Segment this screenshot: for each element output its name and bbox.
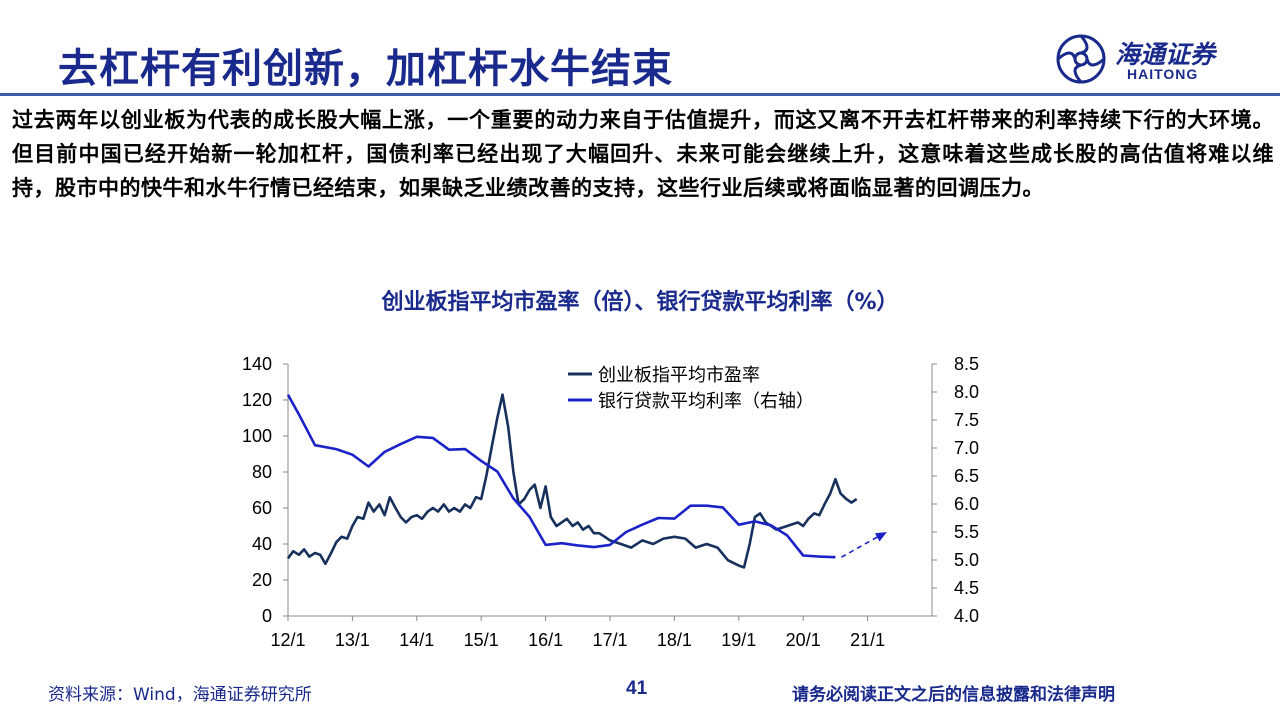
y-left-tick-label: 20: [252, 570, 272, 590]
y-right-tick-label: 8.0: [954, 382, 979, 402]
y-right-tick-label: 7.5: [954, 410, 979, 430]
x-tick-label: 18/1: [657, 630, 692, 650]
y-right-tick-label: 5.0: [954, 550, 979, 570]
x-tick-label: 14/1: [399, 630, 434, 650]
footer-source: 资料来源：Wind，海通证券研究所: [48, 685, 312, 705]
y-left-tick-label: 80: [252, 462, 272, 482]
x-tick-label: 21/1: [850, 630, 885, 650]
slide-title: 去杠杆有利创新，加杠杆水牛结束: [58, 45, 673, 92]
y-right-tick-label: 4.5: [954, 578, 979, 598]
haitong-logo: 海通证券 HAITONG: [1055, 33, 1245, 85]
y-right-tick-label: 8.5: [954, 354, 979, 374]
summary-paragraph: 过去两年以创业板为代表的成长股大幅上涨，一个重要的动力来自于估值提升，而这又离不…: [12, 108, 1274, 200]
x-tick-label: 16/1: [528, 630, 563, 650]
chart-title: 创业板指平均市盈率（倍）、银行贷款平均利率（%）: [381, 290, 899, 315]
x-tick-label: 12/1: [270, 630, 305, 650]
y-right-tick-label: 6.0: [954, 494, 979, 514]
series-line-loan-rate: [286, 394, 836, 559]
footer-disclaimer: 请务必阅读正文之后的信息披露和法律声明: [792, 685, 1115, 705]
legend-label-loan-rate: 银行贷款平均利率（右轴）: [598, 391, 814, 411]
y-left-tick-label: 140: [242, 354, 272, 374]
y-left-tick-label: 40: [252, 534, 272, 554]
y-left-tick-label: 0: [262, 606, 272, 626]
series-line-pe: [286, 393, 858, 569]
x-tick-label: 15/1: [464, 630, 499, 650]
haitong-emblem-icon: [1056, 34, 1106, 84]
x-tick-label: 19/1: [721, 630, 756, 650]
y-right-tick-label: 7.0: [954, 438, 979, 458]
trend-arrow-line: [841, 534, 882, 558]
x-tick-label: 17/1: [592, 630, 627, 650]
y-right-tick-label: 4.0: [954, 606, 979, 626]
y-left-tick-label: 60: [252, 498, 272, 518]
x-tick-label: 20/1: [786, 630, 821, 650]
legend-label-pe: 创业板指平均市盈率: [598, 365, 760, 385]
x-tick-label: 13/1: [335, 630, 370, 650]
trend-arrow-head: [874, 532, 887, 542]
y-left-tick-label: 120: [242, 390, 272, 410]
y-left-tick-label: 100: [242, 426, 272, 446]
y-right-tick-label: 6.5: [954, 466, 979, 486]
logo-name-en: HAITONG: [1127, 66, 1199, 82]
logo-name-cn: 海通证券: [1115, 40, 1216, 69]
title-divider: [0, 93, 1280, 96]
page-number: 41: [626, 678, 648, 699]
y-right-tick-label: 5.5: [954, 522, 979, 542]
